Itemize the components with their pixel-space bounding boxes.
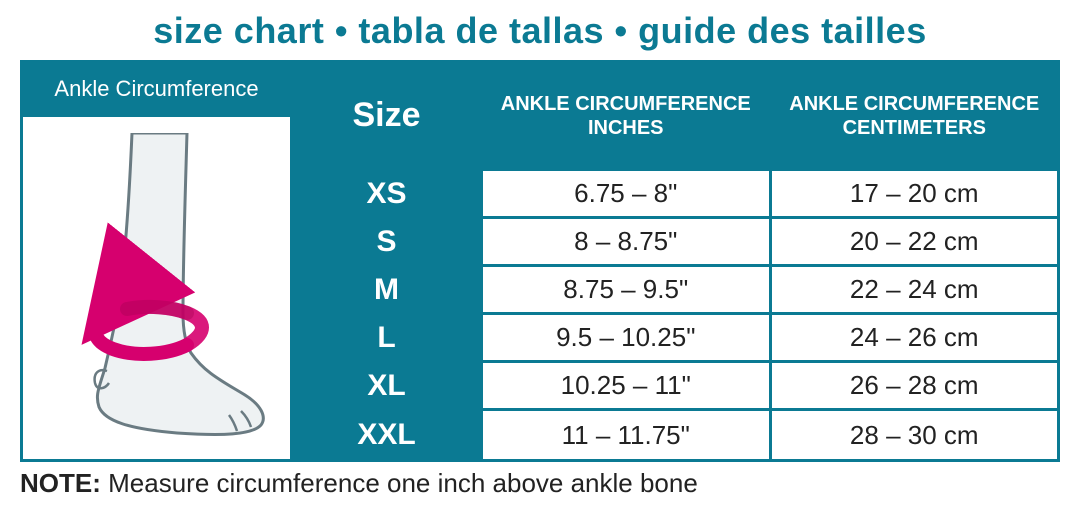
table-row: L9.5 – 10.25"24 – 26 cm	[293, 315, 1057, 363]
note-body: Measure circumference one inch above ank…	[108, 468, 698, 498]
size-cell: XL	[293, 363, 483, 411]
note-label: NOTE:	[20, 468, 101, 498]
size-cell: L	[293, 315, 483, 363]
header-inches: ANKLE CIRCUMFERENCE INCHES	[483, 63, 772, 171]
size-cell: M	[293, 267, 483, 315]
table-row: XXL11 – 11.75"28 – 30 cm	[293, 411, 1057, 459]
chart-title: size chart • tabla de tallas • guide des…	[20, 10, 1060, 52]
header-cm: ANKLE CIRCUMFERENCE CENTIMETERS	[772, 63, 1058, 171]
inches-cell: 11 – 11.75"	[483, 411, 772, 459]
illustration-header: Ankle Circumference	[23, 63, 290, 117]
header-size: Size	[293, 63, 483, 171]
inches-cell: 8.75 – 9.5"	[483, 267, 772, 315]
cm-cell: 17 – 20 cm	[772, 171, 1058, 219]
inches-cell: 10.25 – 11"	[483, 363, 772, 411]
table-row: XS6.75 – 8"17 – 20 cm	[293, 171, 1057, 219]
cm-cell: 28 – 30 cm	[772, 411, 1058, 459]
inches-cell: 6.75 – 8"	[483, 171, 772, 219]
table-row: M8.75 – 9.5"22 – 24 cm	[293, 267, 1057, 315]
note-text: NOTE: Measure circumference one inch abo…	[20, 468, 1060, 499]
size-cell: XXL	[293, 411, 483, 459]
inches-cell: 8 – 8.75"	[483, 219, 772, 267]
table-row: S8 – 8.75"20 – 22 cm	[293, 219, 1057, 267]
table-row: XL10.25 – 11"26 – 28 cm	[293, 363, 1057, 411]
data-columns: Size ANKLE CIRCUMFERENCE INCHES ANKLE CI…	[293, 63, 1057, 459]
illustration-body	[23, 117, 290, 459]
cm-cell: 24 – 26 cm	[772, 315, 1058, 363]
inches-cell: 9.5 – 10.25"	[483, 315, 772, 363]
cm-cell: 20 – 22 cm	[772, 219, 1058, 267]
size-cell: S	[293, 219, 483, 267]
size-cell: XS	[293, 171, 483, 219]
illustration-column: Ankle Circumference	[23, 63, 293, 459]
cm-cell: 26 – 28 cm	[772, 363, 1058, 411]
size-chart-table: Ankle Circumference	[20, 60, 1060, 462]
header-row: Size ANKLE CIRCUMFERENCE INCHES ANKLE CI…	[293, 63, 1057, 171]
cm-cell: 22 – 24 cm	[772, 267, 1058, 315]
ankle-diagram-icon	[37, 133, 277, 443]
